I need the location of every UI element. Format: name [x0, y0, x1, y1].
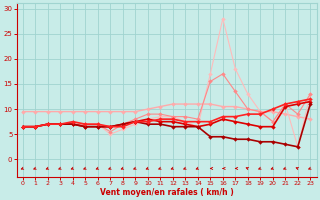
X-axis label: Vent moyen/en rafales ( km/h ): Vent moyen/en rafales ( km/h )	[100, 188, 234, 197]
